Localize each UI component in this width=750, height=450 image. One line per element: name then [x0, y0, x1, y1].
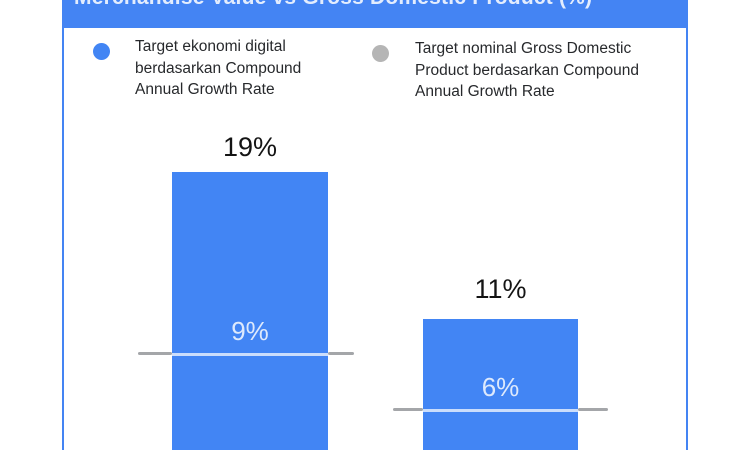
bar1-marker-line-left [138, 352, 172, 355]
bar2-marker-line-right [578, 408, 608, 411]
chart-plot-area: Target ekonomi digital berdasarkan Compo… [64, 28, 686, 450]
legend-dot-nominal-gdp-icon [372, 45, 389, 62]
bar2-marker-value-label: 6% [481, 372, 520, 402]
chart-card: Target ekonomi digital berdasarkan Compo… [62, 28, 688, 450]
bar2-digital-economy: 6% [423, 319, 578, 450]
legend-dot-digital-economy-icon [93, 43, 110, 60]
bar1-marker-line-overlay [172, 353, 328, 356]
bar1-value-label: 19% [222, 132, 278, 162]
legend-label-digital-economy: Target ekonomi digital berdasarkan Compo… [135, 38, 302, 98]
bar2-marker-line-overlay [423, 409, 578, 412]
bar1-marker-value-label: 9% [231, 316, 269, 346]
legend-label-nominal-gdp: Target nominal Gross Domestic Product be… [415, 40, 640, 100]
chart-title: Merchandise Value vs Gross Domestic Prod… [74, 0, 592, 10]
chart-title-bar: Merchandise Value vs Gross Domestic Prod… [62, 0, 688, 28]
bar2-value-label: 11% [474, 274, 527, 304]
bar2-marker-line-left [393, 408, 423, 411]
bar1-marker-line-right [328, 352, 354, 355]
bar1-digital-economy: 9% [172, 172, 328, 450]
